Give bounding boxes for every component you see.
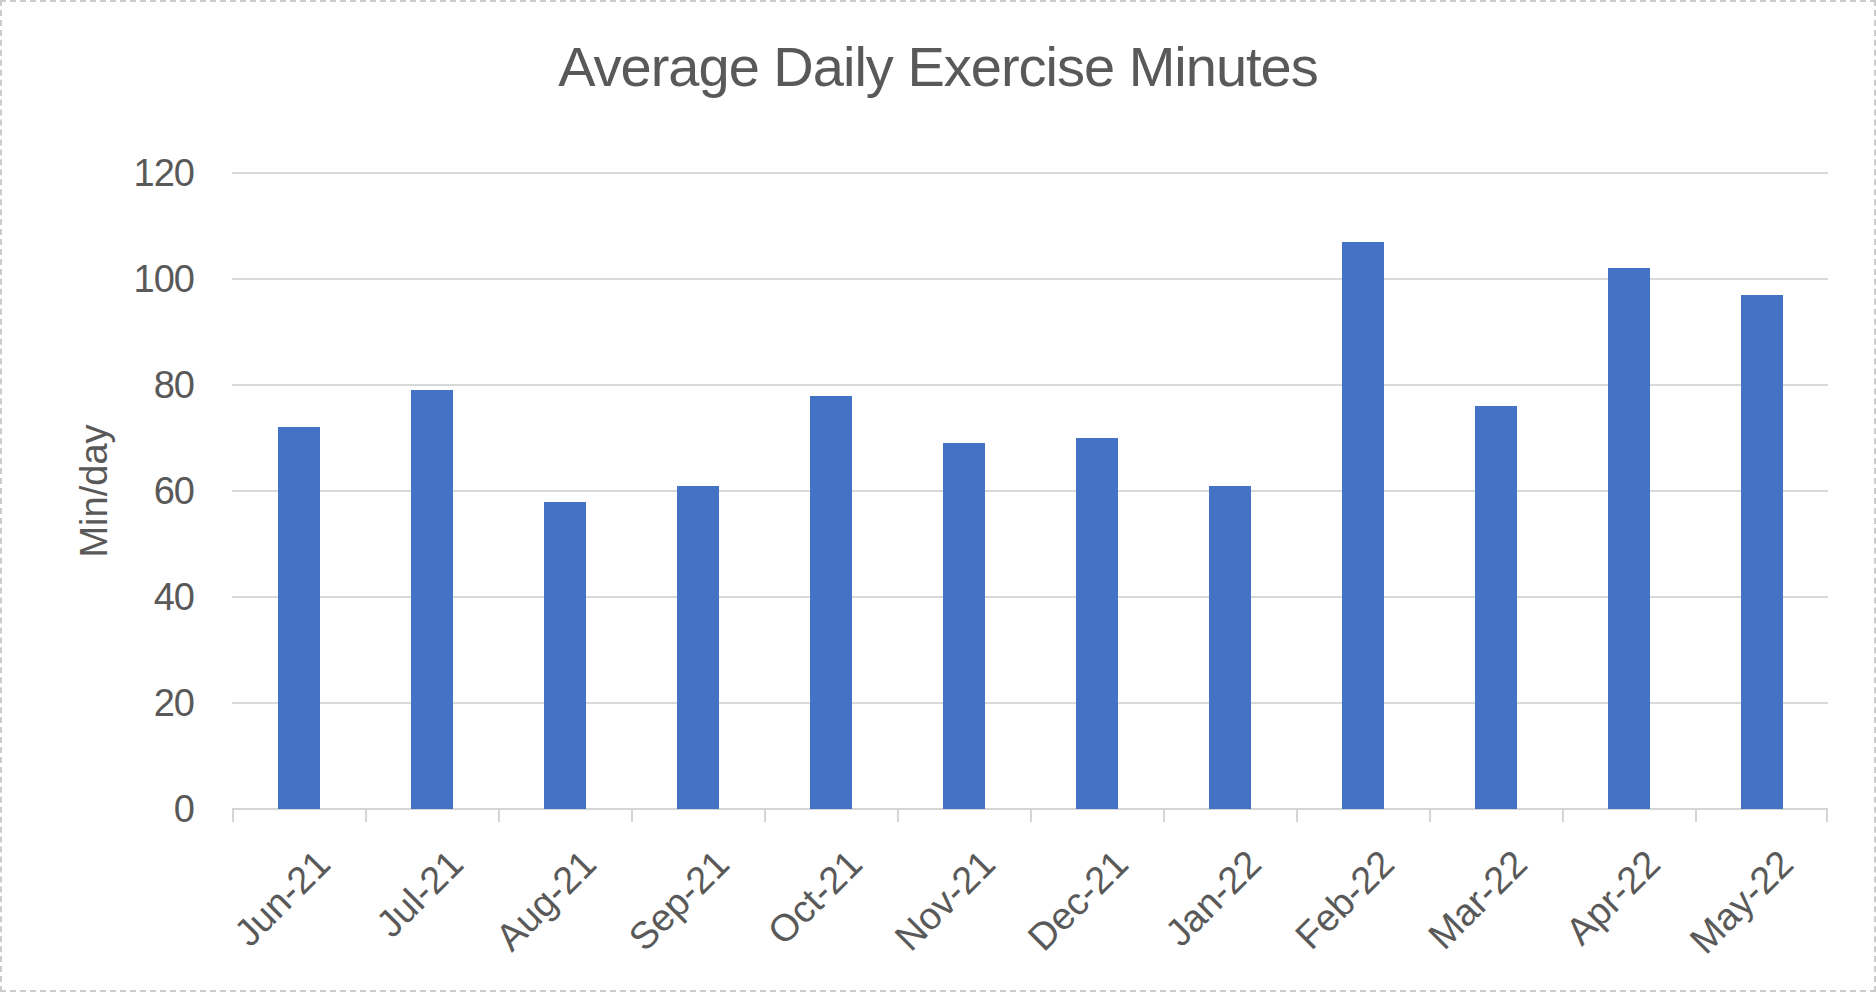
chart-title: Average Daily Exercise Minutes: [2, 32, 1874, 102]
y-tick-label: 0: [74, 790, 194, 828]
x-tick-mark: [498, 809, 500, 822]
x-tick-label: Jun-21: [96, 843, 336, 992]
x-tick-mark: [764, 809, 766, 822]
x-tick-mark: [1695, 809, 1697, 822]
y-tick-label: 40: [74, 578, 194, 616]
x-tick-mark: [1030, 809, 1032, 822]
x-tick-mark: [1429, 809, 1431, 822]
x-tick-mark: [365, 809, 367, 822]
bar-Oct-21[interactable]: [810, 396, 852, 809]
bar-Dec-21[interactable]: [1076, 438, 1118, 809]
y-tick-label: 100: [74, 260, 194, 298]
bar-Jun-21[interactable]: [278, 427, 320, 809]
gridline: [232, 278, 1828, 280]
bar-Apr-22[interactable]: [1608, 268, 1650, 809]
y-tick-label: 80: [74, 366, 194, 404]
x-tick-mark: [897, 809, 899, 822]
x-tick-mark: [1562, 809, 1564, 822]
plot-area: [232, 173, 1828, 809]
x-tick-mark: [1826, 809, 1828, 822]
bar-Sep-21[interactable]: [677, 486, 719, 809]
x-tick-mark: [631, 809, 633, 822]
x-tick-mark: [1296, 809, 1298, 822]
bar-May-22[interactable]: [1741, 295, 1783, 809]
y-tick-label: 120: [74, 154, 194, 192]
bar-Jan-22[interactable]: [1209, 486, 1251, 809]
gridline: [232, 384, 1828, 386]
gridline: [232, 596, 1828, 598]
gridline: [232, 172, 1828, 174]
x-tick-mark: [1163, 809, 1165, 822]
bar-Aug-21[interactable]: [544, 502, 586, 809]
gridline: [232, 490, 1828, 492]
chart[interactable]: Average Daily Exercise Minutes Min/day 0…: [0, 0, 1876, 992]
gridline: [232, 702, 1828, 704]
bar-Nov-21[interactable]: [943, 443, 985, 809]
bar-Jul-21[interactable]: [411, 390, 453, 809]
bar-Feb-22[interactable]: [1342, 242, 1384, 809]
x-tick-mark: [232, 809, 234, 822]
bar-Mar-22[interactable]: [1475, 406, 1517, 809]
y-tick-label: 20: [74, 684, 194, 722]
y-tick-label: 60: [74, 472, 194, 510]
